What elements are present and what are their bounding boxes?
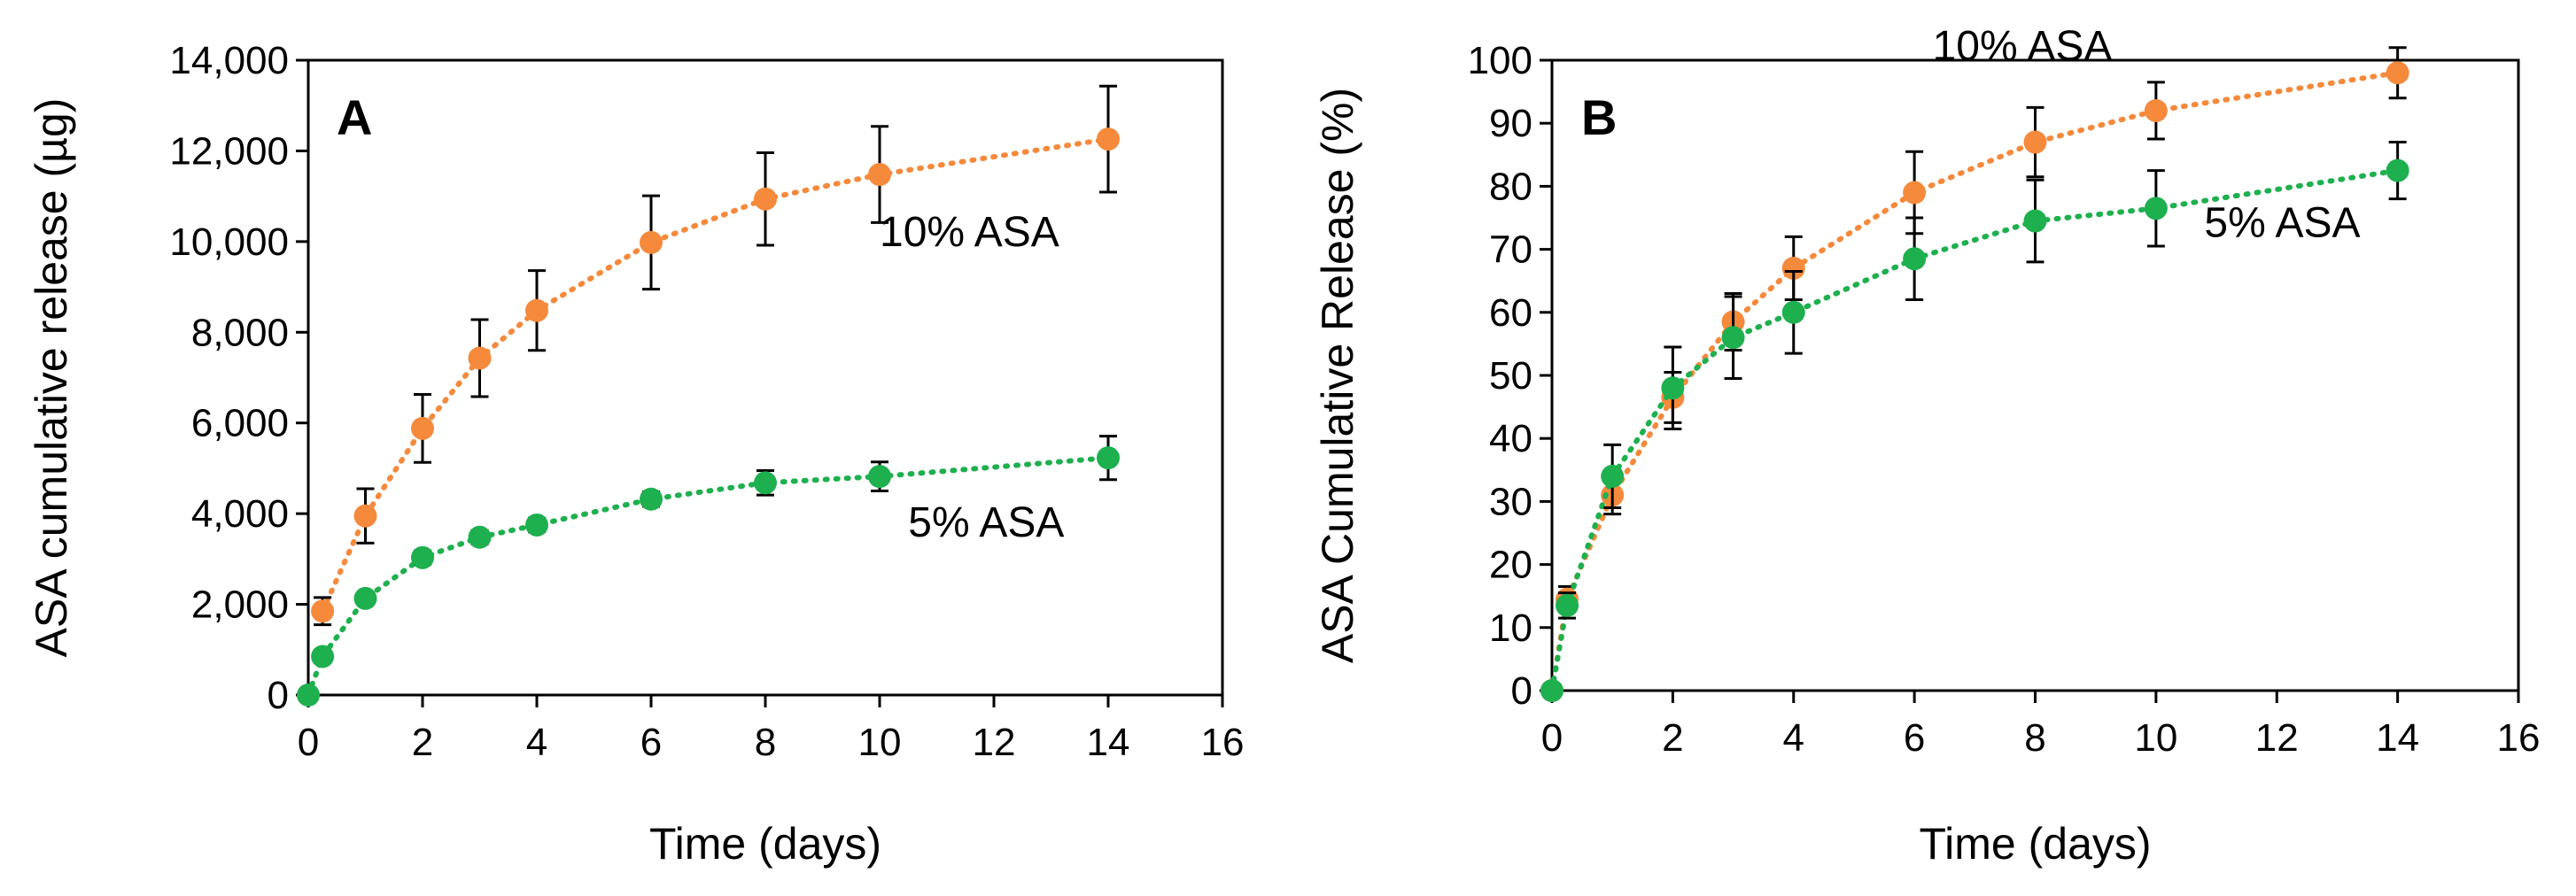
x-tick-label: 6 (640, 721, 662, 764)
data-point-10pct-asa (353, 504, 377, 528)
data-point-10pct-asa (1903, 181, 1927, 205)
panel-b-series-label-10pct: 10% ASA (1933, 23, 2113, 70)
y-tick-label: 4,000 (191, 492, 289, 536)
data-point-10pct-asa (640, 230, 663, 254)
x-tick-label: 14 (1087, 721, 1130, 764)
x-tick-label: 12 (2255, 716, 2299, 760)
data-point-5pct-asa (411, 545, 434, 569)
data-point-5pct-asa (1661, 376, 1685, 400)
x-tick-label: 2 (1662, 716, 1683, 760)
y-tick-label: 100 (1468, 39, 1532, 82)
panel-a-series-label-10pct: 10% ASA (880, 209, 1059, 256)
data-point-5pct-asa (754, 471, 777, 495)
y-tick-label: 90 (1489, 102, 1532, 145)
data-point-10pct-asa (525, 298, 548, 322)
panel-b-y-axis: 0 10 20 30 40 50 60 70 80 90 100 (1468, 39, 1552, 713)
data-point-5pct-asa (311, 645, 335, 668)
data-point-10pct-asa (1097, 127, 1120, 151)
data-point-10pct-asa (754, 187, 777, 211)
panel-a-y-axis-title: ASA cumulative release (µg) (27, 98, 76, 658)
x-tick-label: 2 (412, 721, 433, 764)
data-point-5pct-asa (640, 487, 663, 511)
x-tick-label: 10 (2134, 716, 2177, 760)
x-tick-label: 14 (2376, 716, 2419, 760)
data-point-10pct-asa (2386, 61, 2409, 85)
y-tick-label: 50 (1489, 354, 1532, 398)
panel-b-x-axis: 0 2 4 6 8 10 12 14 16 (1541, 691, 2541, 760)
data-point-10pct-asa (2144, 98, 2168, 122)
panel-a-series-label-5pct: 5% ASA (908, 499, 1064, 546)
data-point-5pct-asa (1781, 300, 1805, 324)
data-point-5pct-asa (297, 684, 320, 707)
y-tick-label: 10 (1489, 606, 1532, 650)
y-tick-label: 0 (268, 674, 289, 717)
x-tick-label: 4 (1783, 716, 1804, 760)
y-tick-label: 12,000 (169, 129, 289, 173)
data-point-10pct-asa (1781, 256, 1805, 280)
panel-b-series-label-5pct: 5% ASA (2204, 199, 2360, 246)
panel-b-y-axis-title: ASA Cumulative Release (%) (1313, 88, 1362, 663)
series-line-5pct-asa (1549, 167, 2401, 693)
x-tick-label: 16 (1201, 721, 1245, 764)
y-tick-label: 2,000 (191, 583, 289, 627)
data-point-10pct-asa (868, 163, 891, 187)
data-point-5pct-asa (1556, 593, 1579, 617)
panel-a-x-axis-title: Time (days) (649, 819, 881, 869)
panel-a-x-axis: 0 2 4 6 8 10 12 14 16 (298, 695, 1245, 764)
x-tick-label: 16 (2497, 716, 2541, 760)
x-tick-label: 10 (858, 721, 902, 764)
x-tick-label: 4 (526, 721, 547, 764)
y-tick-label: 30 (1489, 480, 1532, 523)
data-point-5pct-asa (2386, 158, 2409, 182)
x-tick-label: 8 (755, 721, 776, 764)
data-point-5pct-asa (2144, 197, 2168, 220)
data-point-5pct-asa (1097, 446, 1120, 470)
panel-b-letter: B (1581, 89, 1617, 145)
panel-a-letter: A (337, 89, 372, 145)
data-point-5pct-asa (353, 586, 377, 610)
x-tick-label: 8 (2024, 716, 2045, 760)
y-tick-label: 70 (1489, 228, 1532, 272)
y-tick-label: 6,000 (191, 402, 289, 445)
data-point-5pct-asa (868, 465, 891, 489)
data-point-5pct-asa (1721, 326, 1745, 350)
y-tick-label: 60 (1489, 291, 1532, 335)
x-tick-label: 6 (1904, 716, 1925, 760)
y-tick-label: 10,000 (169, 220, 289, 264)
y-tick-label: 80 (1489, 165, 1532, 208)
y-tick-label: 20 (1489, 544, 1532, 587)
y-tick-label: 0 (1511, 669, 1532, 713)
x-tick-label: 0 (1541, 716, 1563, 760)
y-tick-label: 14,000 (169, 39, 289, 82)
panel-b-chart: B 0 10 20 30 40 50 60 70 80 90 100 0 2 4 6 8 10 12 14 16 T… (1313, 23, 2540, 869)
x-tick-label: 12 (973, 721, 1016, 764)
series-line-5pct-asa (306, 455, 1111, 698)
data-point-5pct-asa (468, 525, 492, 549)
panel-a-chart: A 0 2,000 4,000 6,000 8,000 10,000 12,000 14,00… (27, 39, 1244, 869)
data-point-5pct-asa (525, 513, 548, 537)
panel-b-series-group (1540, 46, 2409, 702)
data-point-10pct-asa (411, 416, 434, 440)
data-point-5pct-asa (1540, 679, 1563, 702)
data-point-10pct-asa (311, 599, 335, 623)
data-point-10pct-asa (468, 346, 492, 370)
panel-a-series-group (297, 84, 1120, 707)
panel-a-y-axis: 0 2,000 4,000 6,000 8,000 10,000 12,000 14,000 (169, 39, 308, 717)
y-tick-label: 40 (1489, 417, 1532, 460)
data-point-5pct-asa (1601, 464, 1625, 488)
panel-b-x-axis-title: Time (days) (1919, 819, 2151, 869)
x-tick-label: 0 (298, 721, 319, 764)
y-tick-label: 8,000 (191, 311, 289, 354)
data-point-5pct-asa (2023, 209, 2047, 233)
data-point-5pct-asa (1903, 247, 1927, 271)
data-point-10pct-asa (2023, 130, 2047, 154)
